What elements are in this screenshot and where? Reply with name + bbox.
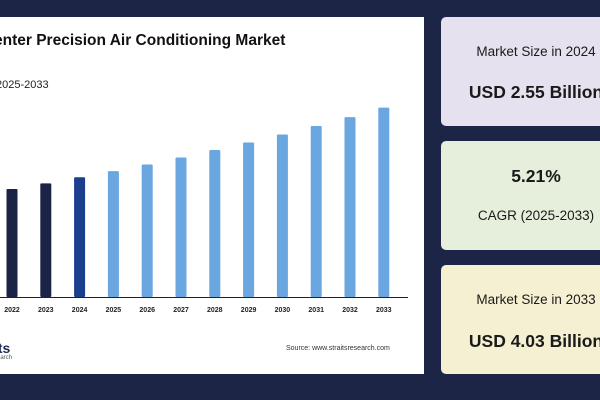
x-tick-label-2029: 2029 [241, 307, 257, 314]
card-label: CAGR (2025-2033) [477, 208, 595, 223]
card-label: Market Size in 2024 [476, 44, 596, 59]
bar-2033 [378, 107, 390, 298]
x-tick-label-2028: 2028 [207, 307, 223, 314]
market-size-2024-card: Market Size in 2024 USD 2.55 Billion [441, 17, 600, 126]
bar-2028 [209, 149, 221, 297]
logo-text: its [0, 340, 11, 356]
cagr-card: 5.21% CAGR (2025-2033) [441, 141, 600, 250]
card-label: Market Size in 2033 [476, 292, 596, 307]
bar-2023 [40, 183, 52, 297]
straits-research-logo: its search [0, 340, 34, 374]
card-value: USD 4.03 Billion [468, 331, 600, 351]
bar-2027 [175, 157, 187, 297]
x-tick-label-2033: 2033 [376, 307, 392, 314]
x-tick-label-2030: 2030 [275, 307, 291, 314]
bar-2030 [276, 134, 288, 297]
bar-2032 [344, 117, 356, 297]
market-size-2033-card: Market Size in 2033 USD 4.03 Billion [441, 265, 600, 374]
bar-2024 [74, 177, 86, 297]
card-value: USD 2.55 Billion [468, 82, 600, 102]
card-value: 5.21% [511, 166, 561, 186]
x-tick-label-2024: 2024 [72, 307, 88, 314]
x-tick-label-2031: 2031 [308, 307, 324, 314]
chart-subtitle: 2025-2033 [0, 79, 49, 91]
chart-panel: enter Precision Air Conditioning Market … [0, 17, 424, 374]
x-tick-label-2023: 2023 [38, 307, 54, 314]
logo-subtext: search [0, 355, 13, 361]
source-note: Source: www.straitsresearch.com [286, 345, 390, 352]
bar-2029 [243, 142, 255, 297]
x-tick-label-2027: 2027 [173, 307, 189, 314]
x-tick-label-2026: 2026 [139, 307, 155, 314]
chart-title: enter Precision Air Conditioning Market [0, 32, 286, 49]
bar-2025 [107, 171, 119, 297]
x-tick-label-2025: 2025 [106, 307, 122, 314]
x-tick-label-2022: 2022 [4, 307, 20, 314]
x-tick-label-2032: 2032 [342, 307, 358, 314]
bar-2022 [6, 188, 18, 297]
bar-chart: 2022 2023 2024 2025 2026 2027 2028 2029 2030 2031… [0, 107, 408, 314]
bar-2031 [310, 126, 322, 297]
bar-2026 [141, 164, 153, 297]
